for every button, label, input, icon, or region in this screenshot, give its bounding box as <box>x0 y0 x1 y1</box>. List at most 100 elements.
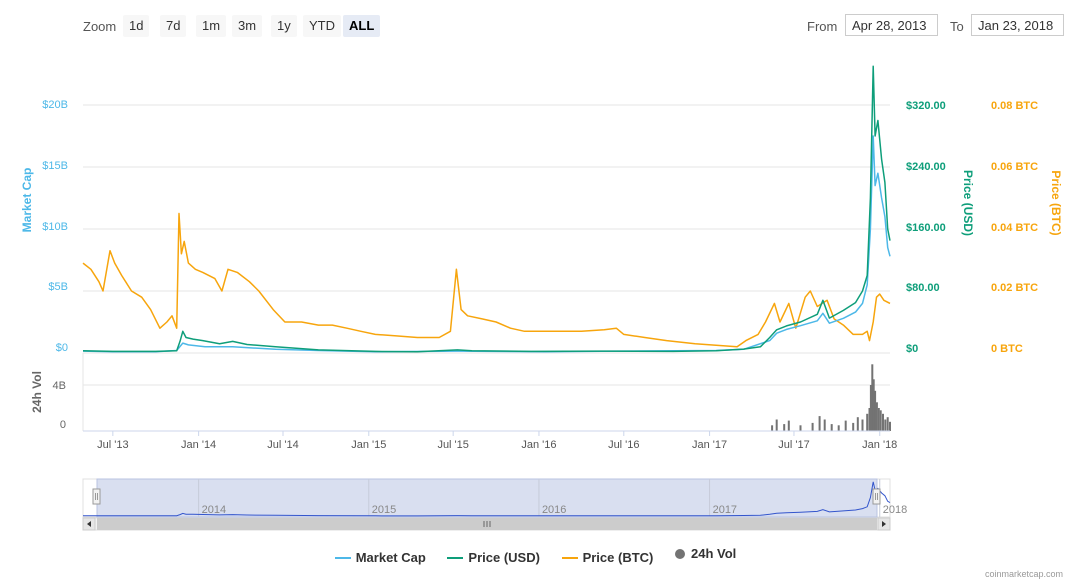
volume-bar[interactable] <box>856 417 859 431</box>
volume-bar[interactable] <box>869 385 872 431</box>
legend-label: Price (BTC) <box>582 550 654 565</box>
volume-bar[interactable] <box>871 364 874 431</box>
volume-bar[interactable] <box>868 408 871 431</box>
to-date-input[interactable] <box>971 14 1064 36</box>
volume-bar[interactable] <box>811 422 814 431</box>
volume-bar[interactable] <box>783 424 786 431</box>
volume-bar[interactable] <box>771 425 774 432</box>
x-tick-label: Jul '13 <box>97 439 128 451</box>
market-cap-tick: $15B <box>42 160 68 172</box>
x-tick-label: Jan '14 <box>181 439 216 451</box>
market-cap-tick: $0 <box>56 342 68 354</box>
legend-label: Price (USD) <box>468 550 540 565</box>
volume-bar[interactable] <box>830 424 833 431</box>
x-tick-label: Jan '15 <box>351 439 386 451</box>
price-usd-tick: $0 <box>906 343 918 355</box>
volume-bar[interactable] <box>884 419 887 432</box>
chart-legend: Market Cap Price (USD) Price (BTC) 24h V… <box>0 546 1071 566</box>
volume-bar[interactable] <box>866 413 869 432</box>
arrow-right-icon <box>882 521 886 527</box>
volume-tick: 0 <box>60 419 66 431</box>
to-label: To <box>950 19 964 34</box>
price-usd-axis-title: Price (USD) <box>961 170 975 236</box>
volume-bar[interactable] <box>852 422 855 431</box>
scrollbar-left-arrow[interactable] <box>82 517 96 531</box>
from-label: From <box>807 19 838 34</box>
volume-bar[interactable] <box>844 420 847 431</box>
navigator-tick-label: 2016 <box>542 504 566 516</box>
from-date-input[interactable] <box>845 14 938 36</box>
volume-bar[interactable] <box>877 408 880 431</box>
grid-lines <box>83 104 890 354</box>
volume-bar[interactable] <box>872 379 875 432</box>
dot-swatch-icon <box>675 548 685 559</box>
series-line-market-cap[interactable] <box>82 135 891 353</box>
arrow-left-icon <box>87 521 91 527</box>
volume-axis-title: 24h Vol <box>30 371 44 413</box>
line-swatch-icon <box>447 556 464 559</box>
navigator-tick-label: 2014 <box>202 504 226 516</box>
volume-bar[interactable] <box>882 413 884 432</box>
price-usd-tick: $240.00 <box>906 161 946 173</box>
scrollbar-right-arrow[interactable] <box>877 517 891 531</box>
range-toolbar: Zoom 1d 7d 1m 3m 1y YTD ALL From To <box>0 0 1071 50</box>
navigator-right-handle[interactable] <box>872 488 881 505</box>
market-cap-axis-title: Market Cap <box>20 168 34 233</box>
navigator-left-handle[interactable] <box>92 488 101 505</box>
legend-item-price-btc[interactable]: Price (BTC) <box>561 550 654 565</box>
navigator-mask[interactable] <box>96 478 878 518</box>
volume-bar[interactable] <box>889 421 891 431</box>
volume-bar[interactable] <box>879 410 882 431</box>
zoom-ytd-button[interactable]: YTD <box>303 15 341 37</box>
price-btc-tick: 0.08 BTC <box>991 100 1038 112</box>
line-swatch-icon <box>334 556 351 559</box>
legend-label: 24h Vol <box>691 546 737 561</box>
zoom-1d-button[interactable]: 1d <box>123 15 150 37</box>
x-tick-label: Jul '16 <box>608 439 639 451</box>
volume-tick: 4B <box>53 380 66 392</box>
price-btc-tick: 0.04 BTC <box>991 222 1038 234</box>
series-line-price-btc[interactable] <box>82 212 891 348</box>
price-usd-tick: $320.00 <box>906 100 946 112</box>
scrollbar-grip-icon <box>483 521 491 527</box>
volume-bar[interactable] <box>886 417 889 431</box>
volume-bar[interactable] <box>775 419 778 432</box>
zoom-1m-button[interactable]: 1m <box>196 15 227 37</box>
price-usd-tick: $160.00 <box>906 222 946 234</box>
volume-bar[interactable] <box>799 425 802 432</box>
volume-bar[interactable] <box>818 416 821 432</box>
price-chart[interactable]: $20B $15B $10B $5B $0 Market Cap $320.00… <box>0 0 1071 540</box>
zoom-3m-button[interactable]: 3m <box>232 15 263 37</box>
credit-text: coinmarketcap.com <box>984 569 1063 579</box>
price-btc-axis-title: Price (BTC) <box>1049 170 1063 235</box>
line-swatch-icon <box>561 556 578 559</box>
x-tick-label: Jan '17 <box>692 439 727 451</box>
market-cap-tick: $5B <box>48 281 68 293</box>
x-tick-label: Jul '17 <box>778 439 809 451</box>
volume-bar[interactable] <box>861 419 864 432</box>
zoom-7d-button[interactable]: 7d <box>160 15 187 37</box>
navigator-tick-label: 2018 <box>883 504 907 516</box>
legend-item-price-usd[interactable]: Price (USD) <box>447 550 540 565</box>
legend-label: Market Cap <box>355 550 426 565</box>
series-line-price-usd[interactable] <box>82 65 891 353</box>
legend-item-24h-vol[interactable]: 24h Vol <box>675 546 736 561</box>
x-tick-label: Jan '18 <box>862 439 897 451</box>
zoom-all-button[interactable]: ALL <box>343 15 381 37</box>
volume-bar[interactable] <box>837 425 840 432</box>
navigator-tick-label: 2015 <box>372 504 396 516</box>
market-cap-tick: $20B <box>42 99 68 111</box>
volume-bar[interactable] <box>874 390 877 432</box>
volume-bar[interactable] <box>875 402 878 432</box>
volume-bar[interactable] <box>787 420 790 431</box>
navigator-series-line <box>82 481 891 517</box>
zoom-1y-button[interactable]: 1y <box>271 15 297 37</box>
x-tick-label: Jan '16 <box>521 439 556 451</box>
zoom-label: Zoom <box>83 19 117 34</box>
price-btc-tick: 0.02 BTC <box>991 282 1038 294</box>
market-cap-tick: $10B <box>42 221 68 233</box>
x-tick-label: Jul '14 <box>267 439 298 451</box>
navigator-tick-label: 2017 <box>713 504 737 516</box>
legend-item-market-cap[interactable]: Market Cap <box>334 550 426 565</box>
volume-bar[interactable] <box>823 419 826 432</box>
